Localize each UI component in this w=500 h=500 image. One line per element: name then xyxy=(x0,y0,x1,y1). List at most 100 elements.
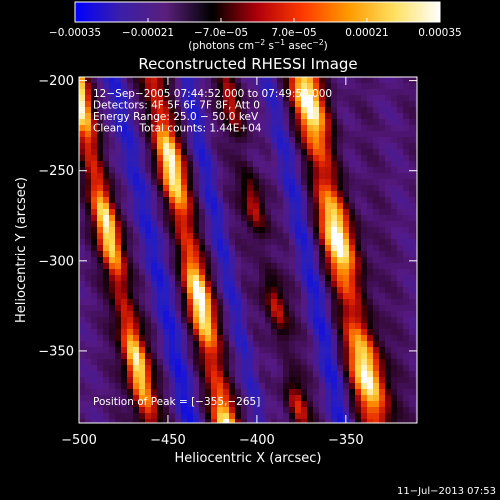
heatmap-cell xyxy=(211,323,218,330)
heatmap-cell xyxy=(403,389,410,396)
heatmap-cell xyxy=(157,281,164,288)
heatmap-cell xyxy=(397,347,404,354)
heatmap-cell xyxy=(175,251,182,258)
heatmap-cell xyxy=(181,281,188,288)
heatmap-cell xyxy=(409,179,416,186)
heatmap-cell xyxy=(277,329,284,336)
heatmap-cell xyxy=(289,299,296,306)
heatmap-cell xyxy=(91,263,98,270)
heatmap-cell xyxy=(181,329,188,336)
heatmap-cell xyxy=(235,245,242,252)
heatmap-cell xyxy=(277,281,284,288)
heatmap-cell xyxy=(265,209,272,216)
heatmap-cell xyxy=(277,149,284,156)
heatmap-cell xyxy=(175,83,182,90)
heatmap-cell xyxy=(379,191,386,198)
heatmap-cell xyxy=(325,221,332,228)
heatmap-cell xyxy=(397,383,404,390)
heatmap-cell xyxy=(91,359,98,366)
heatmap-cell xyxy=(289,251,296,258)
heatmap-cell xyxy=(277,131,284,138)
heatmap-cell xyxy=(277,143,284,150)
heatmap-cell xyxy=(385,299,392,306)
heatmap-cell xyxy=(127,137,134,144)
heatmap-cell xyxy=(343,227,350,234)
heatmap-cell xyxy=(325,131,332,138)
heatmap-cell xyxy=(409,407,416,414)
heatmap-cell xyxy=(271,305,278,312)
heatmap-cell xyxy=(247,263,254,270)
heatmap-cell xyxy=(205,179,212,186)
heatmap-cell xyxy=(259,359,266,366)
heatmap-cell xyxy=(409,131,416,138)
heatmap-cell xyxy=(247,227,254,234)
heatmap-cell xyxy=(169,263,176,270)
heatmap-cell xyxy=(301,185,308,192)
heatmap-cell xyxy=(253,359,260,366)
heatmap-cell xyxy=(163,77,170,84)
heatmap-cell xyxy=(325,95,332,102)
heatmap-cell xyxy=(313,383,320,390)
heatmap-cell xyxy=(295,233,302,240)
heatmap-cell xyxy=(169,95,176,102)
heatmap-cell xyxy=(319,251,326,258)
heatmap-cell xyxy=(127,167,134,174)
heatmap-cell xyxy=(379,209,386,216)
heatmap-cell xyxy=(283,317,290,324)
heatmap-cell xyxy=(283,365,290,372)
heatmap-cell xyxy=(271,395,278,402)
heatmap-cell xyxy=(103,311,110,318)
heatmap-cell xyxy=(199,89,206,96)
heatmap-cell xyxy=(133,377,140,384)
heatmap-cell xyxy=(205,203,212,210)
heatmap-cell xyxy=(415,317,417,324)
heatmap-cell xyxy=(193,131,200,138)
heatmap-cell xyxy=(343,299,350,306)
heatmap-cell xyxy=(187,107,194,114)
heatmap-cell xyxy=(343,203,350,210)
heatmap-cell xyxy=(283,221,290,228)
heatmap-cell xyxy=(331,275,338,282)
heatmap-cell xyxy=(97,311,104,318)
heatmap-cell xyxy=(121,203,128,210)
heatmap-cell xyxy=(175,263,182,270)
heatmap-cell xyxy=(367,359,374,366)
heatmap-cell xyxy=(247,173,254,180)
heatmap-cell xyxy=(337,347,344,354)
heatmap-cell xyxy=(307,215,314,222)
heatmap-cell xyxy=(409,377,416,384)
heatmap-cell xyxy=(301,317,308,324)
heatmap-cell xyxy=(187,185,194,192)
heatmap-cell xyxy=(367,407,374,414)
heatmap-cell xyxy=(301,335,308,342)
heatmap-cell xyxy=(205,191,212,198)
heatmap-cell xyxy=(193,317,200,324)
heatmap-cell xyxy=(181,179,188,186)
heatmap-cell xyxy=(295,377,302,384)
heatmap-cell xyxy=(355,353,362,360)
heatmap-cell xyxy=(325,137,332,144)
heatmap-cell xyxy=(319,383,326,390)
heatmap-cell xyxy=(415,281,417,288)
heatmap-cell xyxy=(343,347,350,354)
heatmap-cell xyxy=(403,251,410,258)
heatmap-cell xyxy=(193,209,200,216)
heatmap-cell xyxy=(307,131,314,138)
heatmap-cell xyxy=(331,389,338,396)
heatmap-cell xyxy=(367,215,374,222)
heatmap-cell xyxy=(163,287,170,294)
heatmap-cell xyxy=(325,161,332,168)
heatmap-cell xyxy=(415,383,417,390)
heatmap-cell xyxy=(151,419,158,423)
heatmap-cell xyxy=(187,353,194,360)
heatmap-cell xyxy=(139,101,146,108)
heatmap-cell xyxy=(79,311,86,318)
heatmap-cell xyxy=(211,329,218,336)
heatmap-cell xyxy=(163,167,170,174)
heatmap-cell xyxy=(151,119,158,126)
heatmap-cell xyxy=(343,341,350,348)
heatmap-cell xyxy=(157,335,164,342)
heatmap-cell xyxy=(85,77,92,84)
heatmap-cell xyxy=(151,305,158,312)
heatmap-cell xyxy=(265,401,272,408)
